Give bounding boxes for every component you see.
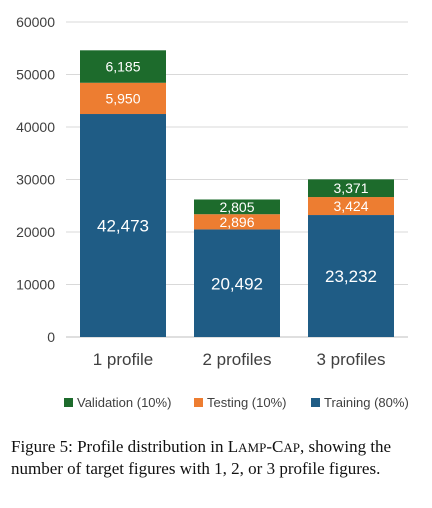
y-tick-label: 0 (47, 329, 55, 345)
legend-swatch (64, 398, 73, 407)
y-tick-label: 10000 (16, 277, 55, 293)
stacked-bar-chart: 0 10000 20000 30000 40000 50000 60000 42,473 5,9… (0, 0, 432, 430)
data-label: 6,185 (105, 59, 140, 75)
legend-swatch (311, 398, 320, 407)
legend-label: Training (80%) (324, 395, 409, 410)
data-label: 3,371 (333, 180, 368, 196)
y-tick-label: 60000 (16, 14, 55, 30)
data-label: 2,896 (219, 214, 254, 230)
y-tick-label: 20000 (16, 224, 55, 240)
y-tick-label: 40000 (16, 119, 55, 135)
x-category-label: 3 profiles (317, 350, 386, 369)
figure-caption: Figure 5: Profile distribution in LAMP-C… (11, 436, 423, 479)
x-category-label: 2 profiles (203, 350, 272, 369)
legend-label: Validation (10%) (77, 395, 171, 410)
data-label: 42,473 (97, 217, 149, 236)
legend-label: Testing (10%) (207, 395, 286, 410)
legend-swatch (194, 398, 203, 407)
y-tick-label: 30000 (16, 172, 55, 188)
data-label: 23,232 (325, 267, 377, 286)
data-label: 5,950 (105, 90, 140, 106)
data-label: 2,805 (219, 199, 254, 215)
data-label: 20,492 (211, 274, 263, 293)
data-label: 3,424 (333, 198, 368, 214)
y-tick-label: 50000 (16, 67, 55, 83)
x-category-label: 1 profile (93, 350, 153, 369)
